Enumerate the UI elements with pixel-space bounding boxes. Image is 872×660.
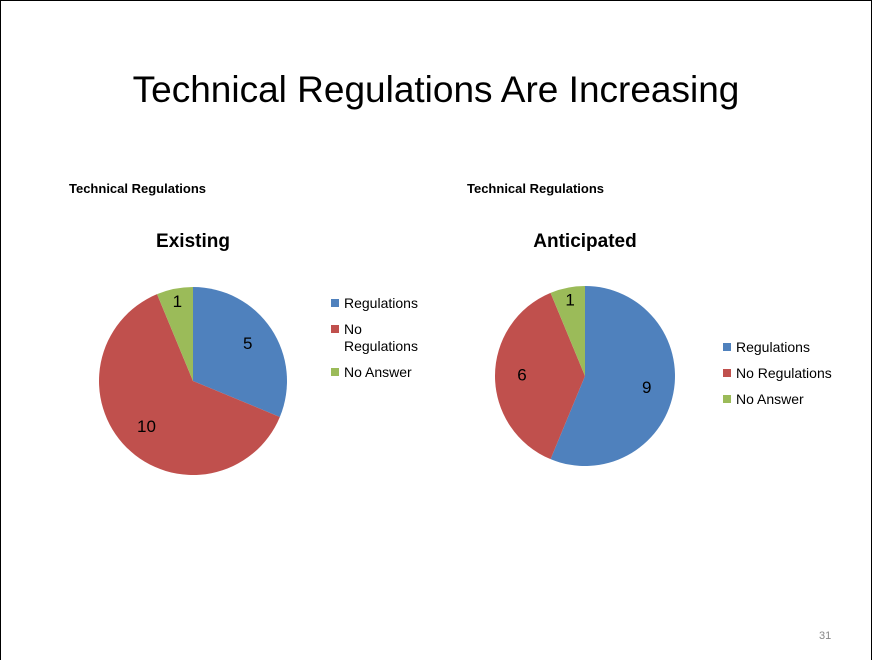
legend-swatch [331,325,339,333]
legend-item: No Regulations [331,321,431,355]
data-label: 9 [642,378,651,397]
legend-label: Regulations [344,295,418,311]
data-label: 1 [173,292,182,311]
legend-label: No Answer [344,364,412,380]
legend-item: Regulations [723,339,863,356]
chart-caption: Technical Regulations [69,181,207,196]
legend-item: Regulations [331,295,431,312]
legend-swatch [723,343,731,351]
pie-slice [157,287,193,381]
legend-swatch [723,369,731,377]
legend-swatch [723,395,731,403]
legend-label: No Answer [736,391,804,407]
legend-item: No Answer [723,391,863,408]
chart-caption: Technical Regulations [467,181,605,196]
pie-slice [98,294,280,475]
data-label: 10 [137,417,156,436]
data-label: 6 [517,365,526,384]
legend: Regulations No Regulations No Answer [331,295,431,390]
legend-swatch [331,299,339,307]
pie-slice [550,286,675,466]
legend-label: No Regulations [344,321,418,354]
pie-slice [550,286,585,376]
pie-slice [494,292,585,460]
legend-item: No Answer [331,364,431,381]
page-number: 31 [819,630,832,642]
legend: Regulations No Regulations No Answer [723,339,863,417]
slide-title: Technical Regulations Are Increasing [132,69,740,110]
pie-slice [193,287,287,417]
data-label: 5 [243,334,252,353]
legend-label: Regulations [736,339,810,355]
legend-item: No Regulations [723,365,863,382]
chart-title: Existing [156,231,230,252]
legend-label: No Regulations [736,365,832,381]
legend-swatch [331,368,339,376]
chart-title: Anticipated [533,231,637,252]
data-label: 1 [565,290,574,309]
